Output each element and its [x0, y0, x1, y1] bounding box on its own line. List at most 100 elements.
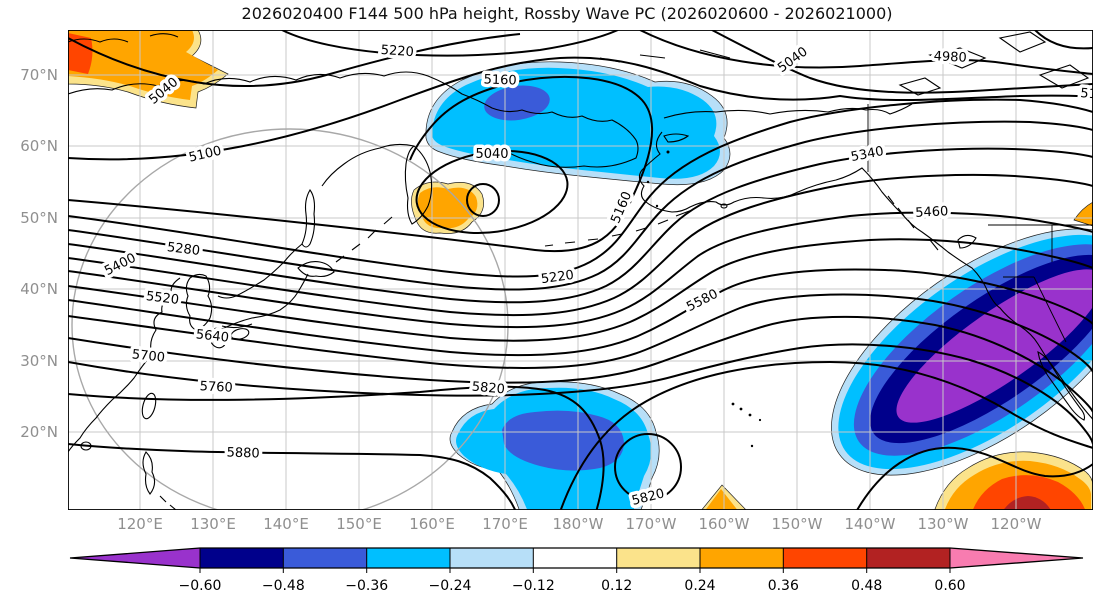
- contour-5820-west: [68, 385, 605, 510]
- coast-alaska-north: [663, 103, 913, 119]
- map-area: 5220 4980 5040 5040 5100 5160 5040 5160 …: [68, 30, 1093, 510]
- lon-axis: 120°E 130°E 140°E 150°E 160°E 170°E 180°…: [117, 515, 1041, 533]
- island-dot: [666, 150, 670, 154]
- contour-label: 5760: [199, 379, 233, 396]
- contour-label: 5460: [915, 204, 949, 221]
- coast-kamchatka: [404, 145, 433, 225]
- lon-tick-label: 120°W: [991, 515, 1042, 533]
- colorbar-ticks: [199, 548, 951, 573]
- anomaly-orangered-layer: [68, 33, 93, 74]
- colorbar-over-arrow: [950, 548, 1083, 568]
- anomaly-darkred-core: [1003, 496, 1051, 510]
- contour-5760: [68, 343, 1093, 445]
- anomaly-orange-layer: [705, 489, 738, 510]
- colorbar-tick-label: −0.24: [429, 578, 472, 594]
- contour-5160-horseshoe: [68, 75, 654, 253]
- contour-label: 5820: [471, 380, 505, 398]
- lon-tick-label: 130°E: [190, 515, 236, 533]
- contour-4980: [639, 30, 1093, 75]
- anomaly-positive-edge-sliver: [1073, 201, 1093, 227]
- contour-5580: [68, 268, 1093, 357]
- lon-tick-label: 160°E: [409, 515, 455, 533]
- contour-low-inner-ring: [466, 183, 500, 217]
- coast-seward: [663, 133, 690, 143]
- anomaly-negative-westcoast: [831, 228, 1093, 476]
- colorbar-segment: [200, 548, 284, 568]
- anomaly-positive-siberia: [68, 30, 229, 109]
- contour-5040-closed-low: [415, 150, 569, 234]
- lon-tick-label: 170°E: [482, 515, 528, 533]
- contour-label: 5220: [380, 43, 414, 60]
- chart-title: 2026020400 F144 500 hPa height, Rossby W…: [242, 4, 893, 23]
- colorbar-tick-label: −0.36: [345, 578, 388, 594]
- coast-taiwan: [141, 392, 157, 420]
- contour-5220: [68, 98, 1093, 278]
- lon-tick-label: 120°E: [117, 515, 163, 533]
- colorbar-tick-label: −0.48: [262, 578, 305, 594]
- contour-5640: [68, 293, 1093, 373]
- contour-5040-northeast: [711, 30, 1093, 94]
- coast-korea: [185, 273, 213, 331]
- island-dot: [646, 180, 650, 184]
- lat-axis: 70°N 60°N 50°N 40°N 30°N 20°N: [20, 66, 58, 441]
- contour-5220-arctic: [281, 30, 619, 57]
- lat-tick-label: 50°N: [20, 209, 58, 227]
- contour-5100: [68, 56, 1093, 161]
- coast-kodiak: [720, 203, 728, 209]
- coast-okhotsk-japan: [217, 143, 415, 299]
- lon-tick-label: 140°E: [263, 515, 309, 533]
- lat-tick-label: 70°N: [20, 66, 58, 84]
- colorbar-segment: [366, 548, 450, 568]
- colorbar-under-arrow: [70, 548, 200, 568]
- contour-5520: [68, 238, 1093, 342]
- contour-5400: [68, 173, 1093, 317]
- lon-tick-label: 130°W: [918, 515, 969, 533]
- lat-tick-label: 60°N: [20, 137, 58, 155]
- colorbar-tick-label: 0.48: [851, 578, 882, 594]
- lon-tick-label: 170°W: [626, 515, 677, 533]
- colorbar: −0.60 −0.48 −0.36 −0.24 −0.12 0.12 0.24 …: [69, 547, 1084, 594]
- contour-5880-east: [856, 446, 1093, 510]
- colorbar-tick-label: −0.60: [179, 578, 222, 594]
- coast-arctic-canada: [898, 31, 1090, 96]
- island-dot: [655, 204, 659, 208]
- colorbar-tick-labels: −0.60 −0.48 −0.36 −0.24 −0.12 0.12 0.24 …: [179, 578, 966, 594]
- coast-aleutians: [544, 209, 693, 247]
- colorbar-tick-label: 0.36: [768, 578, 799, 594]
- contour-5460: [68, 211, 1093, 329]
- coast-honshu: [219, 273, 309, 331]
- contour-5880-west: [68, 443, 517, 510]
- island-dot: [731, 402, 735, 406]
- colorbar-segment: [616, 548, 700, 568]
- lat-tick-label: 30°N: [20, 352, 58, 370]
- contour-5280: [68, 120, 1093, 291]
- colorbar-segment: [533, 548, 617, 568]
- coast-vancouver-island: [957, 234, 977, 249]
- colorbar-segment: [283, 548, 367, 568]
- anomaly-positive-bottomright: [934, 451, 1093, 510]
- height-contours: [68, 30, 1093, 510]
- coast-china: [68, 277, 181, 453]
- island-dot: [748, 413, 752, 417]
- colorbar-segment: [700, 548, 784, 568]
- lat-tick-label: 40°N: [20, 280, 58, 298]
- contour-label: 5040: [475, 147, 508, 162]
- colorbar-segment: [450, 548, 534, 568]
- lon-tick-label: 150°E: [336, 515, 382, 533]
- contour-corner-arc: [1034, 30, 1093, 50]
- contour-5820-closed-ring: [614, 433, 682, 501]
- colorbar-segment: [783, 548, 867, 568]
- colorbar-tick-label: 0.60: [934, 578, 965, 594]
- contour-5820-east: [559, 360, 1093, 510]
- great-circle-overlay: [71, 128, 509, 510]
- coast-alaska: [638, 131, 1093, 421]
- coast-kyushu: [209, 327, 227, 349]
- contour-label: 4980: [933, 49, 967, 66]
- contour-5340: [68, 147, 1093, 304]
- anomaly-orange-layer: [68, 30, 218, 100]
- coast-siberia: [68, 71, 639, 168]
- coast-sakhalin: [301, 189, 316, 248]
- colorbar-tick-label: 0.24: [684, 578, 715, 594]
- lon-tick-label: 140°W: [845, 515, 896, 533]
